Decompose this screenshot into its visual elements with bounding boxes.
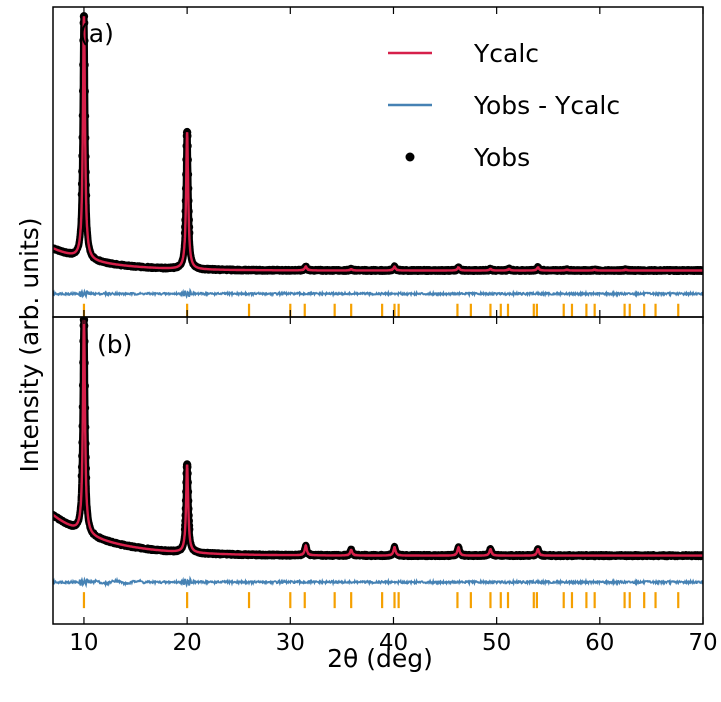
x-axis-label: 2θ (deg) xyxy=(327,644,433,673)
panel-frame xyxy=(52,316,704,625)
legend: Ycalc Yobs - Ycalc Yobs xyxy=(388,39,620,172)
x-tick-label: 20 xyxy=(172,630,201,656)
x-axis-tick-labels: 10 20 30 40 50 60 70 xyxy=(69,630,717,656)
x-tick-label: 40 xyxy=(379,630,408,656)
x-tick-label: 50 xyxy=(482,630,511,656)
x-tick-label: 70 xyxy=(688,630,717,656)
legend-label: Ycalc xyxy=(473,39,539,68)
plot-area xyxy=(53,12,703,317)
yobs-series xyxy=(53,12,703,275)
panel-a: (a) xyxy=(52,6,704,318)
yobs-markers xyxy=(77,317,194,534)
plot-area xyxy=(53,317,703,609)
y-axis-label: Intensity (arb. units) xyxy=(15,217,44,472)
ycalc-series xyxy=(53,16,703,272)
x-tick-label: 60 xyxy=(585,630,614,656)
ycalc-series xyxy=(53,319,703,557)
panel-label: (a) xyxy=(79,19,114,48)
x-tick-label: 30 xyxy=(276,630,305,656)
x-tick-label: 10 xyxy=(69,630,98,656)
legend-label: Yobs xyxy=(473,143,530,172)
difference-series xyxy=(53,575,703,589)
legend-label: Yobs - Ycalc xyxy=(473,91,620,120)
panel-b: (b) xyxy=(52,316,704,625)
difference-series xyxy=(53,287,703,300)
yobs-series xyxy=(53,317,703,561)
panel-label: (b) xyxy=(97,330,132,359)
legend-marker-swatch xyxy=(405,152,415,162)
